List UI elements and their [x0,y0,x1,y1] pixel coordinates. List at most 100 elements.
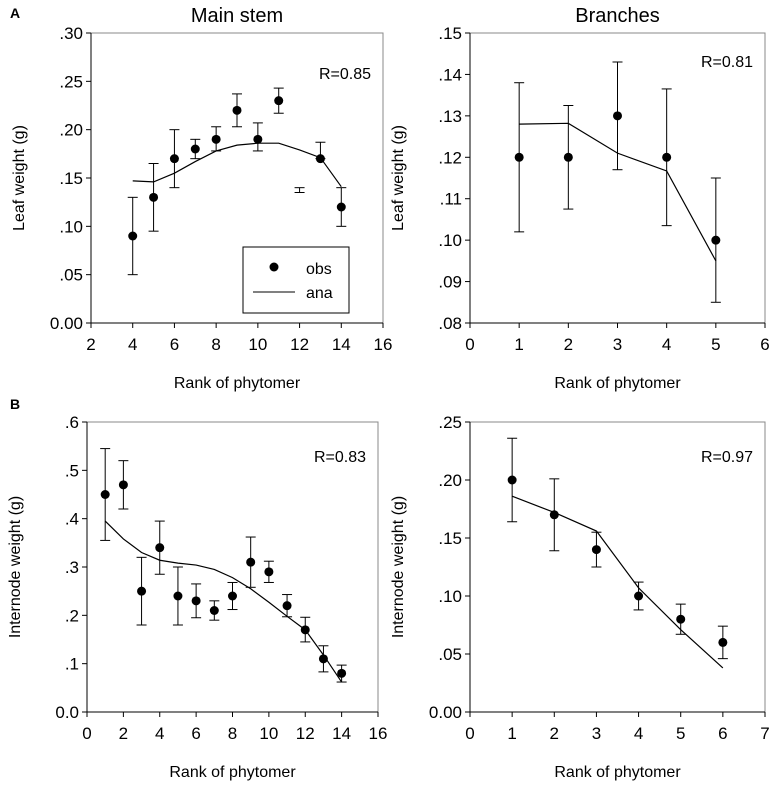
obs-point [337,668,347,678]
y-tick-label: .6 [65,413,79,432]
obs-point [563,152,573,162]
x-tick-label: 6 [170,335,179,354]
x-tick-label: 10 [248,335,267,354]
y-tick-label: .1 [65,655,79,674]
obs-point [128,231,138,241]
legend-obs-label: obs [306,261,332,278]
obs-point [100,490,110,499]
obs-point [549,510,559,520]
x-tick-label: 4 [634,724,643,743]
x-tick-label: 6 [760,335,769,354]
r-annotation: R=0.85 [319,66,371,83]
subplot-1: Main stem 2 4 6 8 10 12 14 16 0.00 .05 .10 .15 .20 .25… [11,5,392,392]
x-tick-label: 10 [259,724,278,743]
x-tick-label: 14 [332,335,351,354]
x-tick-label: 4 [155,724,164,743]
y-tick-label: .3 [65,558,79,577]
subplot-4: 0 1 2 3 4 5 6 7 0.00 .05 .10 .15 .20 .25 Rank of phyto… [390,413,770,781]
obs-point [274,96,284,106]
y-tick-label: .15 [59,169,83,188]
y-tick-label: .20 [59,121,83,140]
subplot-2: Branches 0 1 2 3 4 5 6 .08 .09 .10 .11 .12 .13 .14 .15 R… [390,5,770,392]
subplot-3: 0 2 4 6 8 10 12 14 16 0.0 .1 .2 .3 .4 .5 .6 Rank of phyt… [7,413,387,781]
x-tick-label: 7 [760,724,769,743]
subplot-title: Main stem [191,5,283,27]
obs-point [676,614,686,624]
obs-point [634,591,644,601]
y-tick-label: .20 [438,471,462,490]
y-tick-label: .4 [65,510,79,529]
x-tick-label: 2 [119,724,128,743]
ana-line [104,520,343,683]
obs-point [211,134,221,144]
obs-point [232,105,242,115]
x-axis-label: Rank of phytomer [554,764,681,781]
legend: obs ana [242,246,350,314]
obs-point [228,591,237,601]
obs-point [209,606,219,615]
obs-point [155,543,165,553]
ana-line [511,495,724,669]
y-tick-label: 0.00 [429,703,462,722]
x-tick-label: 8 [211,335,220,354]
x-tick-label: 2 [550,724,559,743]
subplot-title: Branches [575,5,660,27]
y-tick-label: .05 [438,645,462,664]
obs-point [137,586,147,596]
x-tick-label: 8 [228,724,237,743]
x-tick-label: 3 [613,335,622,354]
obs-point [514,152,524,162]
obs-point [173,591,183,601]
r-annotation: R=0.83 [314,449,366,466]
x-tick-label: 1 [514,335,523,354]
y-tick-label: .15 [438,24,462,43]
x-tick-label: 2 [86,335,95,354]
obs-point [246,557,256,567]
legend-obs-marker [269,262,279,272]
x-tick-label: 5 [711,335,720,354]
x-tick-label: 2 [564,335,573,354]
y-tick-label: .30 [59,24,83,43]
obs-point [718,637,728,647]
y-tick-label: .25 [438,413,462,432]
obs-point [711,235,721,245]
x-tick-label: 6 [191,724,200,743]
obs-point [662,152,672,162]
x-tick-label: 0 [465,335,474,354]
x-tick-label: 1 [507,724,516,743]
x-tick-label: 5 [676,724,685,743]
y-axis-label: Internode weight (g) [7,496,24,638]
obs-point [613,111,622,121]
y-axis-label: Leaf weight (g) [390,125,407,231]
y-tick-label: .15 [438,529,462,548]
y-tick-label: .13 [438,107,462,126]
panel-label-b: B [10,396,20,412]
obs-point [169,154,179,164]
y-tick-label: .08 [438,314,462,333]
y-axis-label: Leaf weight (g) [11,125,28,231]
x-axis-label: Rank of phytomer [174,375,301,392]
y-tick-label: .25 [59,72,83,91]
obs-point [191,596,201,606]
obs-point [253,134,263,144]
x-tick-label: 4 [128,335,137,354]
x-tick-label: 12 [290,335,309,354]
y-axis-label: Internode weight (g) [390,496,407,638]
x-tick-label: 6 [718,724,727,743]
y-tick-label: .14 [438,65,462,84]
x-tick-label: 16 [374,335,393,354]
obs-point [507,475,517,485]
legend-box [242,246,350,314]
x-axis-label: Rank of phytomer [554,375,681,392]
y-tick-label: .12 [438,148,462,167]
x-tick-label: 0 [82,724,91,743]
obs-point [591,545,601,555]
y-tick-label: .2 [65,606,79,625]
x-tick-label: 4 [662,335,671,354]
x-tick-label: 16 [369,724,388,743]
x-tick-label: 12 [296,724,315,743]
obs-point [264,567,274,577]
obs-point [190,144,200,154]
y-tick-label: .5 [65,461,79,480]
y-tick-label: 0.0 [55,703,79,722]
